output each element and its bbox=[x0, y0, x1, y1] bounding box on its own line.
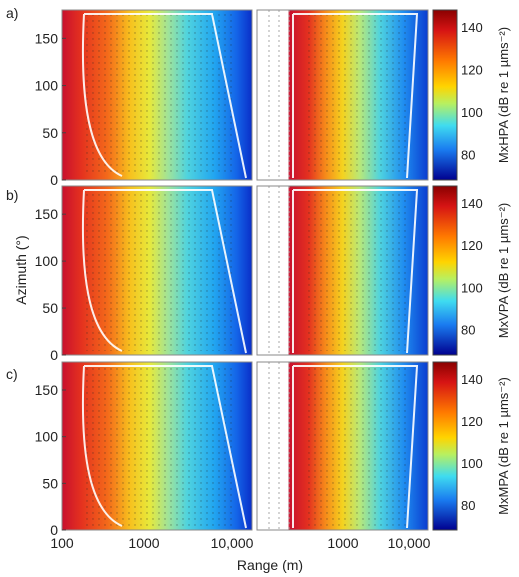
contour-left-2 bbox=[81, 365, 247, 529]
ytick-label-0-0: 0 bbox=[50, 172, 58, 188]
ytick-label-1-2: 100 bbox=[35, 253, 59, 269]
xtick-left-2: 10,000 bbox=[211, 535, 254, 551]
contour-right-2 bbox=[292, 365, 419, 529]
colorbar-tick-label-1-1: 120 bbox=[461, 238, 483, 253]
colorbar-label-0: MxHPA (dB re 1 µms⁻²) bbox=[496, 27, 511, 163]
colorbar-0 bbox=[432, 9, 458, 181]
panel-label-c: c) bbox=[6, 366, 18, 382]
heatmap-left-dots-2 bbox=[82, 366, 232, 526]
colorbar-tick-label-0-0: 140 bbox=[461, 20, 483, 35]
ytick-label-1-3: 150 bbox=[35, 206, 59, 222]
axes-frame-right-2 bbox=[256, 361, 429, 531]
xtick-right-0: 1000 bbox=[327, 535, 358, 551]
colorbar-tick-label-2-0: 140 bbox=[461, 372, 483, 387]
axes-frame-left-2 bbox=[61, 361, 253, 531]
axes-frame-left-1 bbox=[61, 185, 253, 356]
heatmap-right-dots-2 bbox=[307, 366, 407, 526]
x-axis-label: Range (m) bbox=[237, 557, 303, 573]
colorbar-2 bbox=[432, 361, 458, 531]
axes-frame-left-0 bbox=[61, 9, 253, 181]
colorbar-tick-label-1-0: 140 bbox=[461, 196, 483, 211]
heatmap-left-dots-0 bbox=[82, 14, 232, 176]
contour-right-1 bbox=[292, 189, 419, 354]
ytick-label-2-1: 50 bbox=[42, 475, 58, 491]
heatmap-left-dots-1 bbox=[82, 190, 232, 351]
ytick-label-1-0: 0 bbox=[50, 347, 58, 363]
y-axis-label: Azimuth (°) bbox=[13, 235, 29, 304]
heatmap-right-dots-1 bbox=[307, 190, 407, 351]
colorbar-tick-label-2-3: 80 bbox=[461, 498, 475, 513]
colorbar-tick-label-2-1: 120 bbox=[461, 414, 483, 429]
ytick-label-0-1: 50 bbox=[42, 125, 58, 141]
ytick-label-2-0: 0 bbox=[50, 522, 58, 538]
colorbar-tick-label-2-2: 100 bbox=[461, 456, 483, 471]
xtick-left-1: 1000 bbox=[128, 535, 159, 551]
ytick-label-1-1: 50 bbox=[42, 300, 58, 316]
ytick-label-2-2: 100 bbox=[35, 429, 59, 445]
ytick-label-0-3: 150 bbox=[35, 30, 59, 46]
panel-label-a: a) bbox=[6, 5, 18, 21]
colorbar-tick-label-0-2: 100 bbox=[461, 105, 483, 120]
axes-frame-right-0 bbox=[256, 9, 429, 181]
ytick-label-2-3: 150 bbox=[35, 382, 59, 398]
colorbar-tick-label-0-1: 120 bbox=[461, 63, 483, 78]
contour-left-1 bbox=[81, 189, 247, 354]
colorbar-1 bbox=[432, 185, 458, 356]
heatmap-right-dots-0 bbox=[307, 14, 407, 176]
contour-left-0 bbox=[81, 13, 247, 179]
contour-right-0 bbox=[292, 13, 419, 179]
axes-frame-right-1 bbox=[256, 185, 429, 356]
colorbar-tick-label-1-2: 100 bbox=[461, 280, 483, 295]
colorbar-label-2: MxMPA (dB re 1 µms⁻²) bbox=[496, 377, 511, 515]
colorbar-label-1: MxVPA (dB re 1 µms⁻²) bbox=[496, 203, 511, 338]
colorbar-tick-label-0-3: 80 bbox=[461, 148, 475, 163]
panel-label-b: b) bbox=[6, 187, 18, 203]
xtick-left-0: 100 bbox=[50, 535, 74, 551]
colorbar-tick-label-1-3: 80 bbox=[461, 323, 475, 338]
ytick-label-0-2: 100 bbox=[35, 78, 59, 94]
xtick-right-1: 10,000 bbox=[388, 535, 431, 551]
